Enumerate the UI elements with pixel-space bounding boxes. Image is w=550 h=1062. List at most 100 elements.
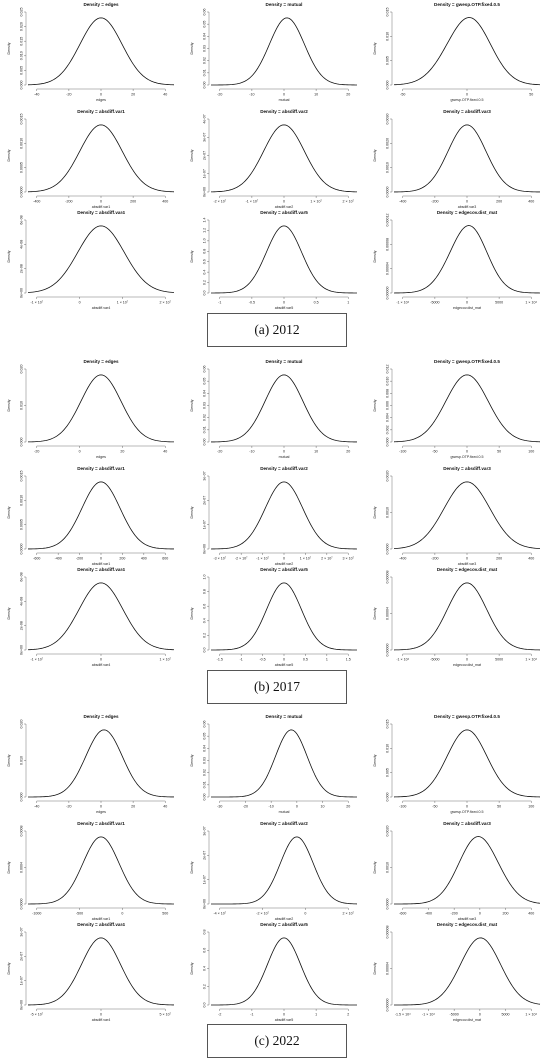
- y-tick-label: 0.01: [203, 69, 207, 76]
- y-axis-label: Density: [373, 861, 377, 873]
- y-axis-label: Density: [7, 962, 11, 974]
- x-tick-label: 200: [503, 912, 509, 916]
- density-curve: [393, 729, 541, 798]
- x-tick-label: 200: [496, 200, 502, 204]
- x-axis-label: absdiff.var5: [275, 306, 294, 310]
- y-tick-label: 6e-08: [20, 572, 24, 581]
- density-panel: Density = absdiff.var1 -400 -200 0 200 400 abs…: [7, 109, 175, 209]
- y-tick-label: 0.0005: [20, 162, 24, 173]
- y-tick-label: 1.4: [203, 218, 207, 223]
- x-tick-label: -50: [432, 805, 437, 809]
- density-curve: [27, 729, 175, 798]
- y-tick-label: 3e-07: [20, 927, 24, 936]
- y-tick-label: 0.2: [203, 984, 207, 989]
- density-curve: [210, 937, 358, 1006]
- y-tick-label: 0.020: [20, 720, 24, 729]
- x-tick-label: 0: [296, 805, 298, 809]
- y-tick-label: 0.0020: [386, 138, 390, 149]
- panel-title: Density = absdiff.var3: [443, 466, 491, 471]
- y-tick-label: 0.015: [386, 8, 390, 17]
- x-tick-label: -200: [451, 912, 458, 916]
- x-tick-label: -1 × 10⁴: [422, 1013, 435, 1017]
- density-curve: [393, 481, 541, 549]
- y-axis-label: Density: [373, 399, 377, 411]
- y-tick-label: 1e-07: [20, 976, 24, 985]
- y-tick-label: 0.005: [386, 768, 390, 777]
- x-tick-label: -20: [243, 805, 248, 809]
- density-curve: [210, 225, 358, 294]
- density-curve: [210, 481, 358, 550]
- x-tick-label: 40: [163, 450, 167, 454]
- density-curve: [27, 836, 175, 905]
- y-tick-label: 0.0010: [386, 862, 390, 873]
- y-tick-label: 0.00008: [386, 238, 390, 251]
- y-tick-label: 0.00004: [386, 962, 390, 975]
- x-tick-label: 2: [347, 1013, 349, 1017]
- y-axis-label: Density: [373, 607, 377, 619]
- density-curve: [210, 374, 358, 443]
- panel-title: Density = edgecov.dist_mat: [437, 922, 498, 927]
- x-tick-label: 200: [130, 200, 136, 204]
- x-tick-label: 1: [347, 301, 349, 305]
- x-axis-label: gwesp.OTP.fixed.0.5: [451, 455, 484, 459]
- density-panel: Density = absdiff.var2 -4 × 10⁷ -2 × 10⁷ 0 2…: [190, 821, 358, 921]
- x-tick-label: -10: [249, 93, 254, 97]
- y-tick-label: 0.004: [386, 413, 390, 422]
- y-tick-label: 0.0010: [386, 507, 390, 518]
- x-tick-label: -1 × 10⁴: [396, 301, 409, 305]
- panel-title: Density = absdiff.var2: [260, 821, 308, 826]
- y-tick-label: 0.2: [203, 280, 207, 285]
- density-curve: [211, 729, 358, 798]
- y-tick-label: 2e-08: [20, 264, 24, 273]
- x-axis-label: absdiff.var4: [92, 1018, 111, 1022]
- density-curve: [27, 481, 175, 550]
- y-tick-label: 1e-07: [203, 875, 207, 884]
- y-tick-label: 0.6: [203, 259, 207, 264]
- x-axis-label: edges: [96, 98, 106, 102]
- caption-2022-text: (c) 2022: [254, 1033, 300, 1048]
- density-panel: Density = absdiff.var3 -600 -400 -200 0 200 40…: [373, 821, 541, 921]
- y-axis-label: Density: [190, 607, 194, 619]
- y-tick-label: 0.008: [386, 389, 390, 398]
- x-axis-label: absdiff.var3: [458, 917, 477, 921]
- x-tick-label: 5 × 10⁷: [160, 1013, 172, 1017]
- density-curve: [393, 582, 541, 651]
- x-tick-label: 0: [466, 93, 468, 97]
- x-tick-label: 0: [479, 912, 481, 916]
- x-tick-label: 0: [466, 805, 468, 809]
- x-tick-label: 0: [100, 93, 102, 97]
- x-tick-label: -1 × 10⁷: [30, 658, 43, 662]
- y-tick-label: 1.0: [203, 575, 207, 580]
- x-axis-label: absdiff.var1: [92, 205, 111, 209]
- x-tick-label: 0: [283, 658, 285, 662]
- x-tick-label: 1: [326, 658, 328, 662]
- y-tick-label: 0.03: [203, 402, 207, 409]
- x-tick-label: -200: [65, 200, 72, 204]
- y-tick-label: 2e-07: [20, 952, 24, 961]
- x-tick-label: 0: [100, 1013, 102, 1017]
- y-tick-label: 0.0: [203, 1003, 207, 1008]
- x-tick-label: -1: [240, 658, 243, 662]
- y-tick-label: 0.010: [20, 756, 24, 765]
- x-tick-label: 500: [162, 912, 168, 916]
- y-tick-label: 1.2: [203, 228, 207, 233]
- panel-title: Density = gwesp.OTP.fixed.0.5: [434, 359, 500, 364]
- x-tick-label: 2 × 10⁷: [160, 301, 172, 305]
- y-tick-label: 0.0020: [386, 826, 390, 837]
- x-tick-label: 0: [466, 557, 468, 561]
- x-tick-label: 400: [528, 912, 534, 916]
- x-axis-label: absdiff.var2: [275, 917, 294, 921]
- y-tick-label: 0.4: [203, 966, 207, 971]
- y-tick-label: 0.00: [203, 794, 207, 801]
- x-tick-label: 0: [283, 1013, 285, 1017]
- y-tick-label: 1.0: [203, 238, 207, 243]
- x-axis-label: absdiff.var5: [275, 663, 294, 667]
- x-tick-label: -400: [399, 200, 406, 204]
- density-panel: Density = absdiff.var1 -1000 -500 0 500 absdi…: [7, 821, 175, 921]
- x-tick-label: -0.5: [259, 658, 265, 662]
- y-tick-label: 0.0004: [20, 862, 24, 873]
- panel-title: Density = mutual: [266, 2, 303, 7]
- panel-title: Density = edgecov.dist_mat: [437, 210, 498, 215]
- y-axis-label: Density: [190, 399, 194, 411]
- y-tick-label: 0.010: [386, 32, 390, 41]
